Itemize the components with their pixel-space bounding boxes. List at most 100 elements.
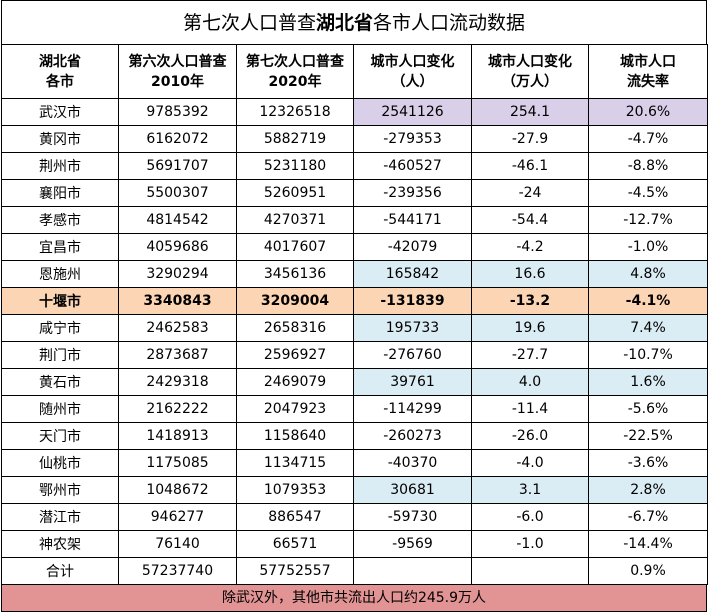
city-cell: 宜昌市 xyxy=(1,233,119,261)
city-cell: 孝感市 xyxy=(1,206,119,234)
change-wan-cell: -24 xyxy=(471,179,589,207)
pop-2010-cell: 2162222 xyxy=(118,395,237,423)
title-post: 各市人口流动数据 xyxy=(373,12,526,34)
total-pop-2020-cell: 57752557 xyxy=(236,557,354,585)
pop-2010-cell: 5500307 xyxy=(118,179,237,207)
change-wan-cell: -26.0 xyxy=(471,422,589,450)
city-cell: 黄石市 xyxy=(1,368,119,396)
rate-cell: 1.6% xyxy=(588,368,708,396)
column-header: 第六次人口普查 2010年 xyxy=(118,44,237,99)
table-row: 宜昌市 4059686 4017607 -42079 -4.2 -1.0% xyxy=(1,233,708,261)
pop-2020-cell: 5231180 xyxy=(236,152,354,180)
rate-cell: -10.7% xyxy=(588,341,708,369)
total-change-cell xyxy=(353,557,472,585)
city-cell: 鄂州市 xyxy=(1,476,119,504)
change-wan-cell: 3.1 xyxy=(471,476,589,504)
change-wan-cell: 4.0 xyxy=(471,368,589,396)
pop-2020-cell: 5260951 xyxy=(236,179,354,207)
change-wan-cell: 19.6 xyxy=(471,314,589,342)
population-table: 湖北省 各市 第六次人口普查 2010年 第七次人口普查 2020年 城市人口变化 （人） 城市… xyxy=(1,44,708,585)
city-cell: 荆门市 xyxy=(1,341,119,369)
column-header: 城市人口 流失率 xyxy=(588,44,708,99)
pop-2020-cell: 3456136 xyxy=(236,260,354,288)
change-wan-cell: 254.1 xyxy=(471,98,589,126)
table-row: 孝感市 4814542 4270371 -544171 -54.4 -12.7% xyxy=(1,206,708,234)
change-cell: -279353 xyxy=(353,125,472,153)
rate-cell: -14.4% xyxy=(588,530,708,558)
change-cell: -131839 xyxy=(353,287,472,315)
column-header: 湖北省 各市 xyxy=(1,44,119,99)
header-row: 湖北省 各市 第六次人口普查 2010年 第七次人口普查 2020年 城市人口变化 （人） 城市… xyxy=(1,44,708,99)
change-cell: 165842 xyxy=(353,260,472,288)
pop-2020-cell: 2047923 xyxy=(236,395,354,423)
change-wan-cell: -46.1 xyxy=(471,152,589,180)
pop-2010-cell: 4814542 xyxy=(118,206,237,234)
footer-note: 除武汉外，其他市共流出人口约245.9万人 xyxy=(1,585,707,612)
city-cell: 随州市 xyxy=(1,395,119,423)
pop-2020-cell: 2658316 xyxy=(236,314,354,342)
change-wan-cell: -27.7 xyxy=(471,341,589,369)
pop-2020-cell: 3209004 xyxy=(236,287,354,315)
table-row: 随州市 2162222 2047923 -114299 -11.4 -5.6% xyxy=(1,395,708,423)
change-cell: 195733 xyxy=(353,314,472,342)
city-cell: 仙桃市 xyxy=(1,449,119,477)
pop-2010-cell: 5691707 xyxy=(118,152,237,180)
change-cell: -9569 xyxy=(353,530,472,558)
change-cell: -40370 xyxy=(353,449,472,477)
change-cell: -260273 xyxy=(353,422,472,450)
city-cell: 黄冈市 xyxy=(1,125,119,153)
change-cell: -114299 xyxy=(353,395,472,423)
table-row: 恩施州 3290294 3456136 165842 16.6 4.8% xyxy=(1,260,708,288)
pop-2010-cell: 9785392 xyxy=(118,98,237,126)
table-row: 鄂州市 1048672 1079353 30681 3.1 2.8% xyxy=(1,476,708,504)
pop-2020-cell: 1134715 xyxy=(236,449,354,477)
column-header: 城市人口变化 （万人） xyxy=(471,44,589,99)
pop-2010-cell: 4059686 xyxy=(118,233,237,261)
city-cell: 天门市 xyxy=(1,422,119,450)
pop-2020-cell: 886547 xyxy=(236,503,354,531)
pop-2010-cell: 1048672 xyxy=(118,476,237,504)
pop-2010-cell: 2462583 xyxy=(118,314,237,342)
city-cell: 武汉市 xyxy=(1,98,119,126)
pop-2010-cell: 2873687 xyxy=(118,341,237,369)
pop-2020-cell: 4270371 xyxy=(236,206,354,234)
rate-cell: 20.6% xyxy=(588,98,708,126)
rate-cell: 4.8% xyxy=(588,260,708,288)
table-row: 荆门市 2873687 2596927 -276760 -27.7 -10.7% xyxy=(1,341,708,369)
change-cell: 2541126 xyxy=(353,98,472,126)
change-cell: 39761 xyxy=(353,368,472,396)
change-wan-cell: -11.4 xyxy=(471,395,589,423)
pop-2020-cell: 1079353 xyxy=(236,476,354,504)
pop-2010-cell: 1418913 xyxy=(118,422,237,450)
pop-2020-cell: 4017607 xyxy=(236,233,354,261)
column-header: 城市人口变化 （人） xyxy=(353,44,472,99)
table-row: 荆州市 5691707 5231180 -460527 -46.1 -8.8% xyxy=(1,152,708,180)
table-row: 十堰市 3340843 3209004 -131839 -13.2 -4.1% xyxy=(1,287,708,315)
city-cell: 十堰市 xyxy=(1,287,119,315)
change-wan-cell: -4.2 xyxy=(471,233,589,261)
table-row: 神农架 76140 66571 -9569 -1.0 -14.4% xyxy=(1,530,708,558)
rate-cell: 2.8% xyxy=(588,476,708,504)
rate-cell: 7.4% xyxy=(588,314,708,342)
rate-cell: -8.8% xyxy=(588,152,708,180)
city-cell: 襄阳市 xyxy=(1,179,119,207)
table-row: 黄冈市 6162072 5882719 -279353 -27.9 -4.7% xyxy=(1,125,708,153)
table-row: 襄阳市 5500307 5260951 -239356 -24 -4.5% xyxy=(1,179,708,207)
title-bold: 湖北省 xyxy=(315,12,373,34)
total-change-wan-cell xyxy=(471,557,589,585)
pop-2010-cell: 2429318 xyxy=(118,368,237,396)
change-wan-cell: -1.0 xyxy=(471,530,589,558)
change-wan-cell: -54.4 xyxy=(471,206,589,234)
change-cell: -276760 xyxy=(353,341,472,369)
city-cell: 恩施州 xyxy=(1,260,119,288)
table-row: 咸宁市 2462583 2658316 195733 19.6 7.4% xyxy=(1,314,708,342)
pop-2010-cell: 76140 xyxy=(118,530,237,558)
column-header: 第七次人口普查 2020年 xyxy=(236,44,354,99)
table-row: 天门市 1418913 1158640 -260273 -26.0 -22.5% xyxy=(1,422,708,450)
city-cell: 潜江市 xyxy=(1,503,119,531)
total-pop-2010-cell: 57237740 xyxy=(118,557,237,585)
rate-cell: -12.7% xyxy=(588,206,708,234)
change-cell: 30681 xyxy=(353,476,472,504)
change-cell: -544171 xyxy=(353,206,472,234)
pop-2010-cell: 6162072 xyxy=(118,125,237,153)
